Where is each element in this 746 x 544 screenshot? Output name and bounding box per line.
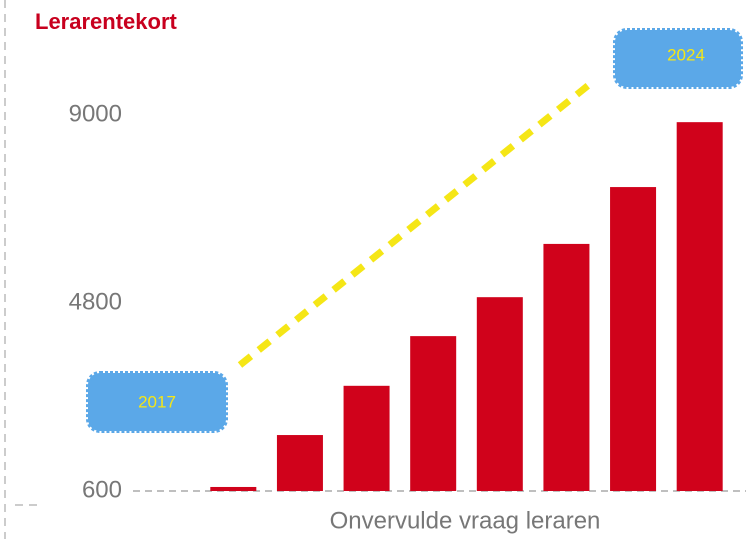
bar xyxy=(343,385,390,491)
y-tick-label: 4800 xyxy=(69,288,122,315)
callout xyxy=(86,371,228,433)
bar xyxy=(410,336,457,491)
bar xyxy=(543,243,590,491)
bar xyxy=(276,435,323,491)
bar xyxy=(610,187,657,492)
x-axis-label: Onvervulde vraag leraren xyxy=(330,507,601,534)
trend-line xyxy=(237,77,598,368)
y-tick-label: 600 xyxy=(82,476,122,503)
y-tick-label: 9000 xyxy=(69,100,122,127)
bar xyxy=(210,486,257,491)
annotation: 2017 xyxy=(138,392,176,411)
bar xyxy=(476,297,523,491)
callout xyxy=(613,28,743,89)
chart-title: Lerarentekort xyxy=(35,9,178,34)
annotation: 2024 xyxy=(667,45,705,64)
bar xyxy=(676,122,723,492)
